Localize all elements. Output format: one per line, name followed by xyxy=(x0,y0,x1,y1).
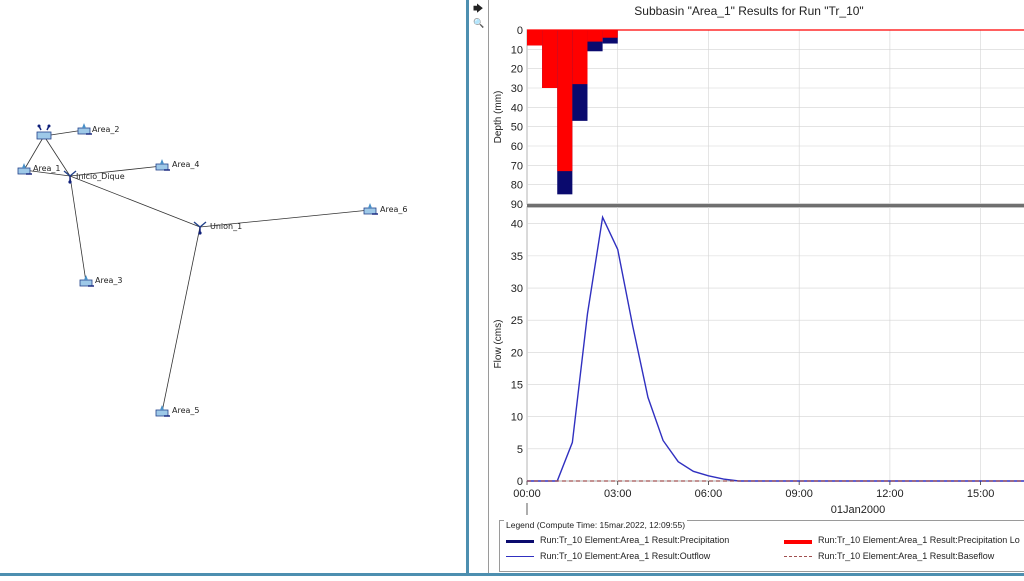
precipitation-y-tick-label: 60 xyxy=(511,141,523,153)
node-label-inicio-dique[interactable]: Inicio_Dique xyxy=(76,172,125,181)
link-reservoir-area-1 xyxy=(23,135,45,171)
precipitation-y-tick-label: 10 xyxy=(511,44,523,56)
node-label-union-1[interactable]: Union_1 xyxy=(210,222,243,231)
x-tick-label: 09:00 xyxy=(785,488,813,500)
precipitation-loss-bar xyxy=(542,30,558,88)
x-tick-label: 00:00 xyxy=(513,488,541,500)
x-tick-label: 15:00 xyxy=(967,488,995,500)
flow-plot-frame xyxy=(526,206,1024,482)
node-label-area-3[interactable]: Area_3 xyxy=(95,276,123,285)
flow-y-tick-label: 15 xyxy=(511,380,523,392)
precipitation-y-tick-label: 80 xyxy=(511,180,523,192)
legend-label-precipitation: Run:Tr_10 Element:Area_1 Result:Precipit… xyxy=(540,535,730,545)
subbasin-area-5-icon[interactable] xyxy=(155,405,170,417)
precipitation-y-tick-label: 90 xyxy=(511,199,523,211)
precipitation-loss-bar xyxy=(602,30,618,38)
link-reservoir-inicio xyxy=(43,135,71,177)
x-tick-label: 03:00 xyxy=(604,488,632,500)
link-inicio-area-3 xyxy=(69,175,87,283)
precipitation-y-tick-label: 0 xyxy=(517,25,523,37)
bottom-border-bar xyxy=(0,573,1024,576)
flow-y-tick-label: 20 xyxy=(511,347,523,359)
results-graph-panel: Subbasin "Area_1" Results for Run "Tr_10… xyxy=(489,0,1024,576)
legend-swatch-outflow xyxy=(506,556,534,557)
precipitation-loss-bar xyxy=(527,30,543,46)
reservoir-icon[interactable] xyxy=(36,124,52,140)
link-inicio-union xyxy=(69,175,201,228)
link-area-6-union xyxy=(199,209,371,228)
graph-toolstrip: 🡆 🔍 xyxy=(469,0,489,576)
precipitation-plot: 0 10 20 30 40 50 60 70 80 90 Depth (mm) xyxy=(493,25,1024,211)
flow-y-tick-label: 10 xyxy=(511,412,523,424)
link-area-4-inicio xyxy=(69,165,163,177)
precipitation-y-axis-title: Depth (mm) xyxy=(493,91,504,144)
node-label-area-6[interactable]: Area_6 xyxy=(380,205,408,214)
subbasin-area-1-icon[interactable] xyxy=(17,163,32,175)
flow-y-tick-label: 0 xyxy=(517,476,523,488)
basin-model-map[interactable]: Area_2 Area_1 Inicio_Dique Area_4 Union_… xyxy=(0,0,466,576)
plot-divider xyxy=(527,204,1024,207)
magnifier-icon[interactable]: 🔍 xyxy=(473,18,485,28)
flow-y-tick-label: 30 xyxy=(511,283,523,295)
legend-label-precipitation-loss: Run:Tr_10 Element:Area_1 Result:Precipit… xyxy=(818,535,1020,545)
subbasin-area-3-icon[interactable] xyxy=(79,275,94,287)
legend-label-outflow: Run:Tr_10 Element:Area_1 Result:Outflow xyxy=(540,551,711,561)
x-tick-label: 06:00 xyxy=(695,488,723,500)
junction-union-1-icon[interactable] xyxy=(193,221,207,235)
precipitation-loss-bar xyxy=(572,30,588,85)
subbasin-area-6-icon[interactable] xyxy=(363,203,378,215)
precipitation-y-tick-label: 70 xyxy=(511,160,523,172)
subbasin-area-4-icon[interactable] xyxy=(155,159,170,171)
results-chart: 0 10 20 30 40 50 60 70 80 90 Depth (mm) 0 5 10 15 20 25… xyxy=(493,25,1024,516)
legend-swatch-precipitation xyxy=(506,540,534,543)
precipitation-loss-bar xyxy=(587,30,603,42)
flow-y-tick-label: 25 xyxy=(511,315,523,327)
flow-y-axis-title: Flow (cms) xyxy=(493,320,504,369)
legend-label-baseflow: Run:Tr_10 Element:Area_1 Result:Baseflow xyxy=(818,551,995,561)
flow-plot: 0 5 10 15 20 25 30 35 40 00:00 03:00 06:00 09:00 12:0… xyxy=(493,206,1024,516)
legend-swatch-baseflow xyxy=(784,556,812,557)
x-tick-label: 12:00 xyxy=(876,488,904,500)
node-label-area-4[interactable]: Area_4 xyxy=(172,160,200,169)
reach-links xyxy=(23,129,371,413)
precipitation-y-tick-label: 50 xyxy=(511,122,523,134)
node-label-area-2[interactable]: Area_2 xyxy=(92,125,120,134)
junction-inicio-dique-icon[interactable] xyxy=(63,170,77,184)
flow-y-tick-label: 5 xyxy=(517,444,523,456)
node-label-area-1[interactable]: Area_1 xyxy=(33,164,61,173)
link-union-area-5 xyxy=(161,226,201,413)
legend-title: Legend (Compute Time: 15mar.2022, 12:09:… xyxy=(504,520,688,530)
basin-network-canvas[interactable] xyxy=(0,0,466,576)
arrow-pointer-icon[interactable]: 🡆 xyxy=(473,4,484,15)
legend-swatch-precipitation-loss xyxy=(784,540,812,544)
node-label-area-5[interactable]: Area_5 xyxy=(172,406,200,415)
precipitation-y-tick-label: 40 xyxy=(511,102,523,114)
pane-splitter[interactable] xyxy=(466,0,469,576)
precipitation-y-tick-label: 30 xyxy=(511,83,523,95)
precipitation-loss-bar xyxy=(557,30,573,172)
flow-y-tick-label: 40 xyxy=(511,219,523,231)
flow-y-tick-label: 35 xyxy=(511,251,523,263)
chart-title: Subbasin "Area_1" Results for Run "Tr_10… xyxy=(634,4,864,18)
chart-legend: Legend (Compute Time: 15mar.2022, 12:09:… xyxy=(499,520,1024,572)
precipitation-y-tick-label: 20 xyxy=(511,64,523,76)
date-axis-label: 01Jan2000 xyxy=(831,504,885,516)
precipitation-plot-frame xyxy=(526,29,1024,205)
link-area-1-inicio xyxy=(23,169,71,177)
subbasin-area-2-icon[interactable] xyxy=(77,123,92,135)
